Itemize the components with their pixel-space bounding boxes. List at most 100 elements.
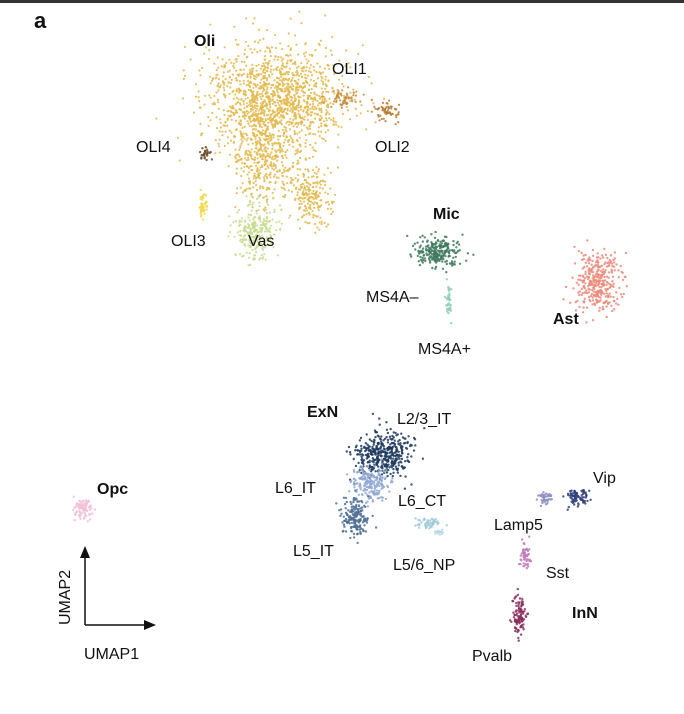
scatter-point [331, 86, 334, 89]
scatter-point [590, 294, 593, 298]
scatter-point [330, 118, 333, 121]
scatter-point [308, 211, 311, 214]
scatter-point [371, 465, 374, 469]
scatter-point [582, 285, 585, 288]
scatter-point [306, 82, 309, 85]
scatter-point [314, 150, 317, 153]
scatter-point [299, 184, 302, 187]
scatter-point [607, 282, 610, 285]
scatter-point [272, 196, 275, 199]
scatter-point [253, 220, 256, 224]
scatter-point [305, 213, 308, 216]
scatter-point [298, 196, 301, 199]
scatter-point [313, 201, 317, 204]
scatter-point [295, 66, 298, 69]
scatter-point [261, 234, 264, 237]
scatter-point [269, 238, 272, 241]
scatter-point [585, 291, 589, 295]
scatter-point [248, 199, 252, 202]
scatter-point [345, 92, 348, 95]
scatter-point [623, 275, 627, 278]
scatter-point [276, 142, 279, 145]
scatter-point [603, 263, 606, 266]
scatter-point [395, 116, 398, 119]
scatter-point [303, 193, 306, 196]
scatter-point [289, 214, 292, 217]
scatter-point [249, 235, 252, 238]
scatter-point [317, 208, 320, 212]
scatter-point [293, 130, 296, 133]
scatter-point [352, 469, 356, 472]
scatter-point [303, 209, 307, 212]
scatter-point [78, 503, 81, 506]
scatter-point [328, 97, 331, 100]
scatter-point [251, 112, 254, 116]
scatter-point [414, 517, 417, 520]
scatter-point [90, 507, 93, 510]
scatter-point [293, 106, 296, 109]
scatter-point [296, 148, 299, 151]
scatter-point [387, 107, 391, 110]
scatter-point [329, 207, 332, 210]
scatter-point [274, 180, 277, 183]
scatter-point [426, 240, 429, 243]
scatter-point [299, 168, 302, 171]
scatter-point [350, 502, 353, 506]
scatter-point [288, 138, 291, 142]
scatter-point [243, 125, 246, 128]
scatter-point [198, 69, 201, 72]
scatter-point [512, 616, 516, 619]
scatter-point [448, 294, 451, 297]
scatter-point [583, 266, 586, 269]
scatter-point [310, 175, 314, 178]
scatter-point [258, 230, 261, 233]
scatter-point [259, 148, 262, 151]
scatter-point [272, 158, 275, 161]
scatter-point [314, 117, 317, 120]
scatter-point [287, 84, 290, 87]
scatter-point [383, 97, 386, 100]
scatter-point [314, 181, 317, 184]
scatter-point [280, 222, 283, 225]
scatter-point [274, 149, 277, 152]
scatter-point [596, 263, 600, 267]
scatter-point [385, 452, 388, 455]
scatter-point [235, 76, 238, 80]
cluster-ms4a- [443, 278, 453, 325]
scatter-point [284, 150, 287, 154]
scatter-point [307, 70, 311, 73]
scatter-point [206, 150, 209, 154]
scatter-point [238, 221, 241, 224]
scatter-point [299, 108, 302, 111]
scatter-point [255, 134, 259, 137]
scatter-point [384, 108, 387, 111]
scatter-point [276, 77, 279, 80]
scatter-point [517, 639, 520, 642]
scatter-point [238, 219, 241, 222]
scatter-point [300, 22, 303, 25]
scatter-point [251, 119, 254, 122]
scatter-point [599, 265, 602, 268]
scatter-point [295, 85, 298, 89]
scatter-point [237, 121, 241, 124]
scatter-point [566, 508, 569, 511]
scatter-point [523, 542, 526, 546]
scatter-point [324, 75, 327, 78]
scatter-point [269, 113, 272, 117]
scatter-point [250, 164, 253, 168]
scatter-point [270, 46, 273, 49]
scatter-point [352, 532, 356, 536]
scatter-point [309, 120, 312, 124]
scatter-point [201, 147, 204, 150]
scatter-point [297, 161, 300, 164]
scatter-point [356, 449, 359, 452]
scatter-point [284, 138, 287, 141]
cluster-oli [280, 155, 337, 234]
scatter-point [373, 439, 376, 442]
scatter-point [261, 158, 264, 161]
scatter-point [602, 256, 605, 259]
scatter-point [279, 96, 282, 99]
scatter-point [278, 143, 281, 146]
scatter-point [214, 77, 217, 80]
scatter-point [328, 68, 331, 71]
